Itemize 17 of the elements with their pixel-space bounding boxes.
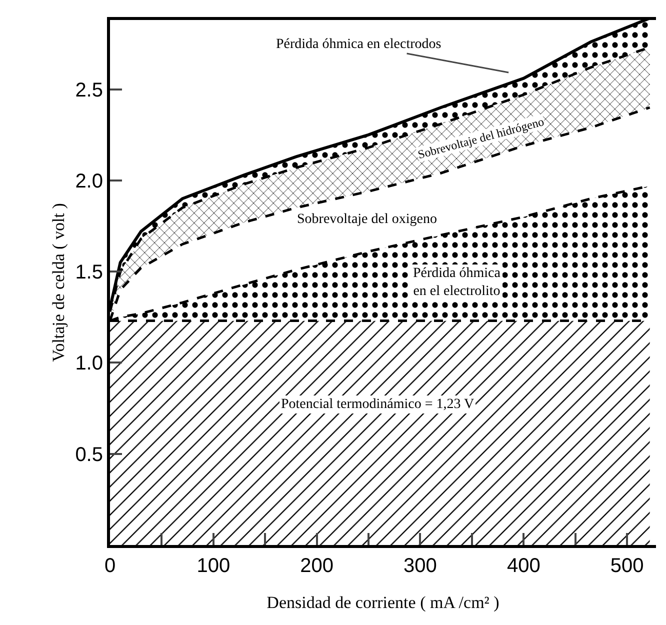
x-tick-label: 300 (404, 555, 437, 577)
annotation: Pérdida óhmica en el electrolito (413, 266, 502, 300)
y-tick-label: 0.5 (75, 444, 103, 466)
annotation: Pérdida óhmica en electrodos (276, 37, 442, 52)
x-tick-label: 100 (196, 555, 230, 577)
y-tick-label: 2.5 (75, 79, 103, 102)
x-axis-title: Densidad de corriente ( mA /cm² ) (266, 593, 500, 612)
annotation: Sobrevoltaje del oxigeno (297, 212, 437, 227)
y-tick-label: 2.0 (75, 170, 103, 192)
y-tick-label: 1.0 (75, 352, 103, 375)
x-tick-label: 400 (506, 555, 540, 577)
x-tick-label: 0 (104, 555, 116, 577)
x-tick-label: 500 (610, 555, 644, 577)
annotation: Potencial termodinámico = 1,23 V (281, 397, 474, 412)
y-axis-title: Voltaje de celda ( volt ) (49, 203, 68, 362)
x-tick-label: 200 (300, 555, 334, 577)
y-tick-label: 1.5 (75, 262, 103, 284)
